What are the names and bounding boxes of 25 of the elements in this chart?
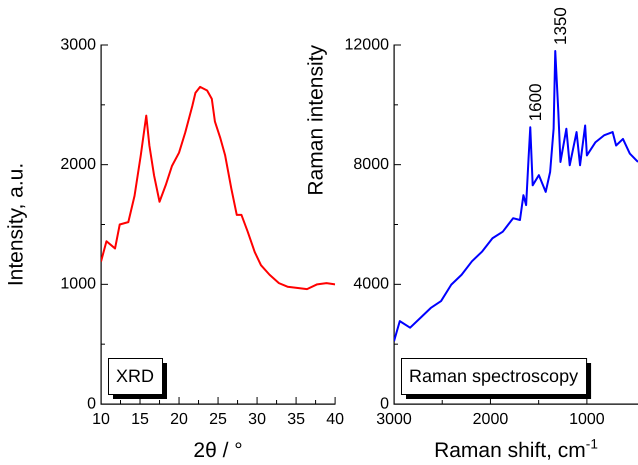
x-tick-label: 40 [326, 411, 344, 428]
y-tick-label: 12000 [344, 36, 390, 54]
x-tick-label: 2000 [472, 411, 508, 428]
x-tick-label: 15 [131, 411, 150, 428]
y-tick-label: 1000 [60, 276, 96, 293]
x-tick-label: 1000 [569, 411, 605, 428]
annotation: Raman spectroscopy [409, 366, 578, 386]
annotation: 1350 [550, 7, 570, 45]
x-axis-title: 2θ / ° [193, 439, 243, 462]
x-tick-label: 30 [248, 411, 266, 428]
y-tick-label: 2000 [60, 156, 96, 174]
x-tick-label: 10 [92, 411, 110, 428]
x-tick-label: 3000 [376, 411, 412, 428]
y-tick-label: 8000 [353, 156, 390, 174]
y-tick-label: 0 [87, 395, 96, 412]
annotation: 1600 [526, 83, 545, 122]
y-axis-title: Intensity, a.u. [4, 162, 28, 286]
annotation: XRD [116, 366, 154, 386]
y-tick-label: 0 [380, 395, 390, 412]
x-tick-label: 35 [287, 411, 306, 428]
y-axis-title: Raman intensity [304, 44, 328, 196]
y-tick-label: 4000 [353, 276, 390, 293]
x-tick-label: 25 [209, 411, 228, 428]
y-tick-label: 3000 [60, 36, 96, 54]
x-tick-label: 20 [170, 411, 188, 428]
